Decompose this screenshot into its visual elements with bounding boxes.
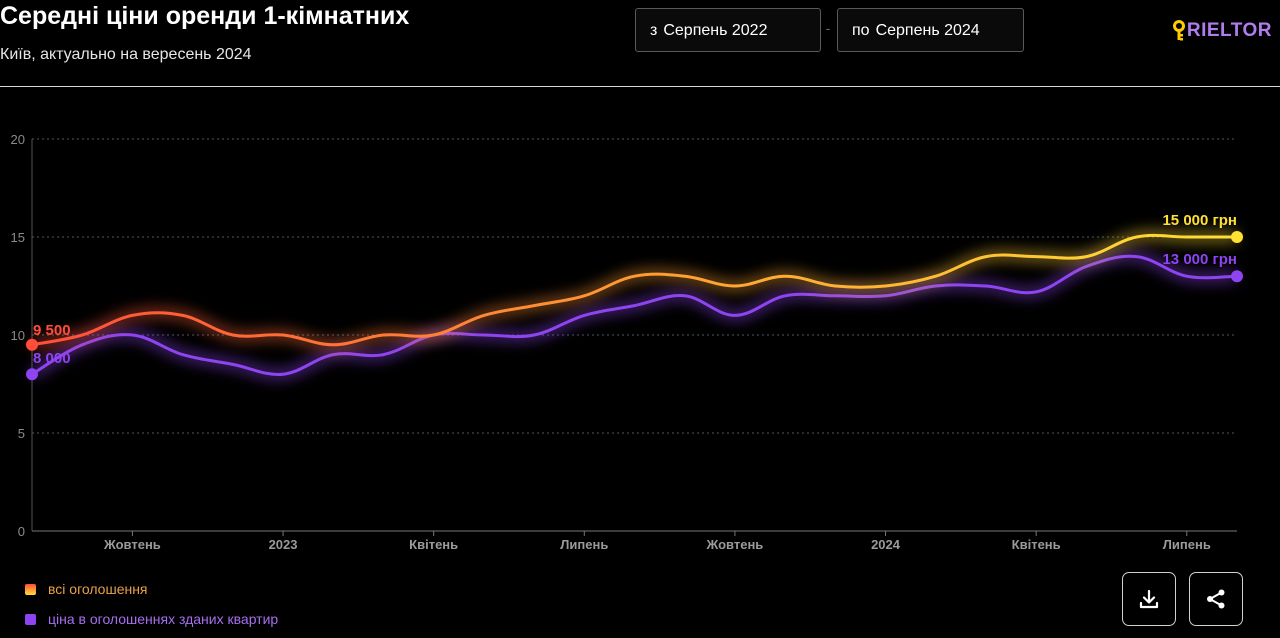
y-tick-label: 0 (18, 524, 25, 539)
x-tick-label: Квітень (1012, 537, 1061, 552)
date-to-value: Серпень 2024 (875, 22, 980, 39)
x-tick-label: Жовтень (706, 537, 764, 552)
end-label-rented-listings: 13 000 грн (1162, 251, 1237, 268)
legend-item-rented[interactable]: ціна в оголошеннях зданих квартир (25, 608, 278, 630)
y-tick-label: 10 (11, 328, 25, 343)
header-divider (0, 86, 1280, 87)
legend-item-all-listings[interactable]: всі оголошення (25, 578, 278, 600)
download-button[interactable] (1122, 572, 1176, 626)
logo-text: RIELTOR (1186, 20, 1272, 41)
legend-swatch-rented (25, 613, 36, 625)
download-icon (1139, 589, 1159, 609)
line-chart: 0 5 10 15 20 Жовтень 2023 Квітень Липень Жовтень 2… (11, 132, 1243, 552)
date-from-select[interactable]: з Серпень 2022 (635, 8, 821, 52)
start-label-all-listings: 9 500 (33, 322, 71, 339)
date-separator: - (825, 20, 831, 36)
end-point-all-listings (1231, 231, 1243, 243)
y-tick-label: 20 (11, 132, 25, 147)
y-tick-label: 15 (11, 230, 25, 245)
x-tick-label: 2023 (269, 537, 298, 552)
rieltor-logo[interactable]: RIELTOR (1171, 20, 1272, 42)
share-button[interactable] (1189, 572, 1243, 626)
start-point-rented-listings (26, 368, 38, 381)
end-label-all-listings: 15 000 грн (1162, 212, 1237, 229)
key-icon (1172, 20, 1185, 41)
date-to-select[interactable]: по Серпень 2024 (837, 8, 1024, 52)
date-to-prefix: по (852, 22, 870, 39)
x-tick-label: Липень (1163, 537, 1211, 552)
x-tick-label: Липень (560, 537, 608, 552)
date-from-prefix: з (650, 22, 658, 39)
share-icon (1207, 589, 1225, 609)
start-point-all-listings (26, 338, 38, 351)
x-tick-label: Жовтень (103, 537, 161, 552)
end-point-rented-listings (1231, 270, 1243, 283)
x-tick-label: 2024 (871, 537, 901, 552)
legend-label-all: всі оголошення (48, 581, 148, 597)
axes: 0 5 10 15 20 Жовтень 2023 Квітень Липень Жовтень 2… (11, 132, 1237, 552)
series-lines (29, 230, 1238, 380)
legend-swatch-all (25, 583, 36, 595)
start-label-rented-listings: 8 000 (33, 350, 71, 367)
chart-subtitle: Київ, актуально на вересень 2024 (0, 46, 252, 63)
series-line-all-listings (31, 233, 1237, 347)
date-from-value: Серпень 2022 (663, 22, 768, 39)
legend-label-rented: ціна в оголошеннях зданих квартир (48, 611, 279, 627)
y-tick-label: 5 (18, 426, 25, 441)
x-tick-label: Квітень (409, 537, 458, 552)
data-labels: 9 500 8 000 15 000 грн 13 000 грн (26, 212, 1243, 381)
legend: всі оголошення ціна в оголошеннях зданих… (25, 578, 278, 638)
series-line-rented-listings (31, 254, 1238, 376)
chart-title: Середні ціни оренди 1-кімнатних (0, 2, 410, 30)
